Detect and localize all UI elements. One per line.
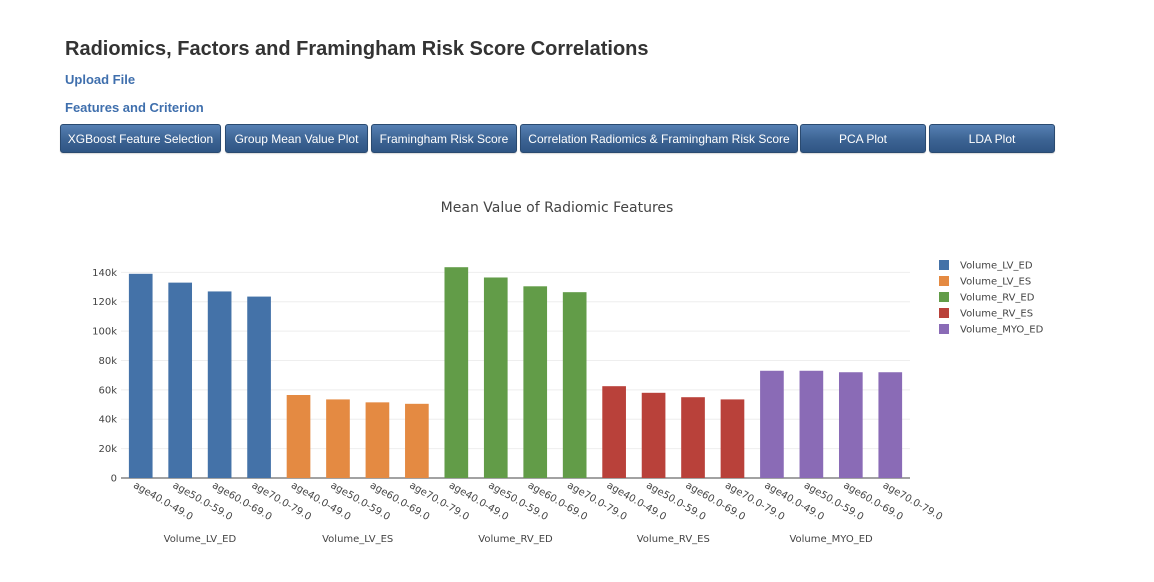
y-tick-label: 40k	[98, 415, 117, 426]
chart-gridlines	[121, 271, 910, 479]
bar-volume-myo-ed-2[interactable]	[838, 372, 863, 478]
bar-volume-rv-es-1[interactable]	[641, 392, 666, 478]
bar-volume-rv-es-3[interactable]	[720, 399, 745, 478]
bar-volume-rv-ed-0[interactable]	[444, 267, 469, 478]
x-group-label: Volume_RV_ES	[637, 534, 710, 545]
bar-volume-lv-ed-0[interactable]	[128, 273, 153, 478]
legend-swatch[interactable]	[939, 292, 949, 302]
legend-entry[interactable]: Volume_RV_ED	[960, 293, 1035, 304]
page-title: Radiomics, Factors and Framingham Risk S…	[65, 38, 649, 60]
bar-volume-lv-ed-2[interactable]	[207, 291, 232, 478]
legend-entry[interactable]: Volume_RV_ES	[960, 309, 1033, 320]
legend-entry[interactable]: Volume_LV_ES	[960, 277, 1031, 288]
pca-plot-button[interactable]: PCA Plot	[800, 124, 926, 153]
group-mean-value-plot-button[interactable]: Group Mean Value Plot	[225, 124, 368, 153]
bar-volume-lv-es-3[interactable]	[405, 403, 429, 478]
y-tick-label: 60k	[98, 385, 117, 396]
legend-swatch[interactable]	[939, 276, 949, 286]
legend-entry[interactable]: Volume_LV_ED	[960, 261, 1033, 272]
bar-volume-lv-ed-1[interactable]	[168, 282, 193, 478]
x-group-label: Volume_MYO_ED	[789, 534, 873, 545]
bar-volume-myo-ed-0[interactable]	[760, 370, 784, 478]
y-tick-label: 80k	[98, 356, 117, 367]
y-tick-label: 0	[111, 474, 117, 485]
x-axis-ticks: age40.0-49.0age50.0-59.0age60.0-69.0age7…	[131, 480, 944, 545]
y-tick-label: 140k	[92, 268, 117, 279]
x-group-label: Volume_RV_ED	[478, 534, 553, 545]
bar-volume-lv-ed-3[interactable]	[247, 296, 271, 478]
lda-plot-button[interactable]: LDA Plot	[929, 124, 1055, 153]
bar-volume-rv-es-2[interactable]	[681, 397, 705, 478]
bar-volume-rv-ed-1[interactable]	[483, 277, 508, 478]
bar-volume-rv-ed-3[interactable]	[562, 292, 587, 478]
y-tick-label: 20k	[98, 444, 117, 455]
features-criterion-link[interactable]: Features and Criterion	[65, 100, 204, 115]
chart-legend[interactable]: Volume_LV_ED Volume_LV_ES Volume_RV_ED Volu…	[939, 260, 1044, 336]
legend-swatch[interactable]	[939, 308, 949, 318]
bar-volume-lv-es-2[interactable]	[365, 402, 390, 478]
y-tick-label: 120k	[92, 297, 117, 308]
bar-volume-lv-es-1[interactable]	[326, 399, 350, 478]
correlation-radiomics-framingham-button[interactable]: Correlation Radiomics & Framingham Risk …	[520, 124, 798, 153]
x-group-label: Volume_LV_ES	[322, 534, 393, 545]
bar-volume-myo-ed-1[interactable]	[799, 370, 824, 478]
xgboost-feature-selection-button[interactable]: XGBoost Feature Selection	[60, 124, 221, 153]
y-tick-label: 100k	[92, 327, 117, 338]
mean-value-bar-chart: Mean Value of Radiomic Features 0 20k 40k 6…	[92, 200, 1044, 545]
legend-swatch[interactable]	[939, 260, 949, 270]
chart-bars[interactable]	[128, 267, 903, 478]
bar-volume-lv-es-0[interactable]	[286, 395, 311, 478]
legend-entry[interactable]: Volume_MYO_ED	[960, 325, 1044, 336]
chart-title: Mean Value of Radiomic Features	[441, 200, 674, 216]
bar-volume-rv-ed-2[interactable]	[523, 286, 548, 478]
x-group-label: Volume_LV_ED	[164, 534, 237, 545]
y-axis-ticks: 0 20k 40k 60k 80k 100k 120k 140k	[92, 268, 117, 485]
bar-volume-myo-ed-3[interactable]	[878, 372, 903, 478]
framingham-risk-score-button[interactable]: Framingham Risk Score	[371, 124, 517, 153]
legend-swatch[interactable]	[939, 324, 949, 334]
upload-file-link[interactable]: Upload File	[65, 72, 136, 87]
bar-volume-rv-es-0[interactable]	[602, 386, 626, 478]
